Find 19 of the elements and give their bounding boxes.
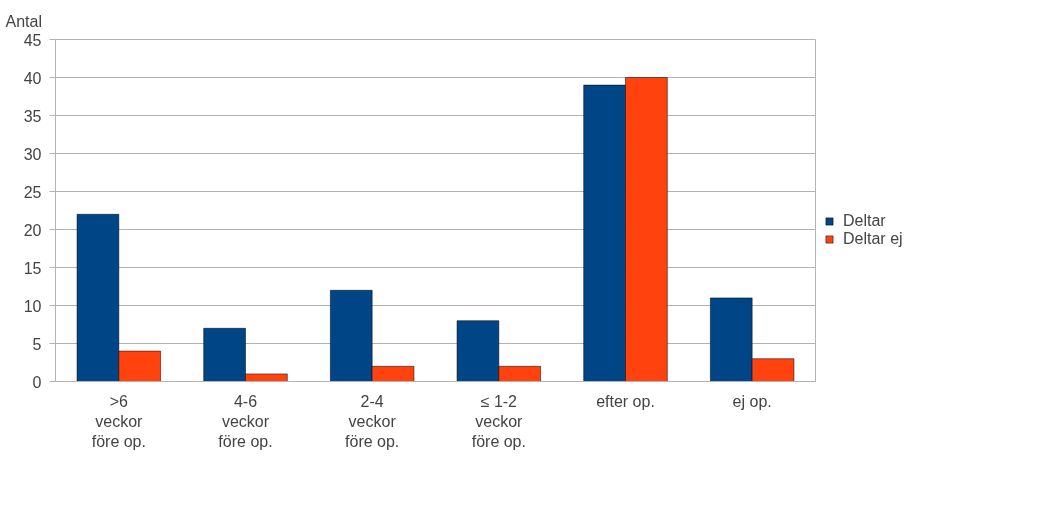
y-tick-label: 25 xyxy=(23,183,42,201)
x-tick-label: >6 veckor före op. xyxy=(91,392,146,451)
y-tick-label: 20 xyxy=(23,221,42,239)
y-tick-label: 45 xyxy=(23,31,42,49)
y-tick-label: 40 xyxy=(23,69,42,87)
y-tick-label: 0 xyxy=(32,373,42,391)
y-tick-label: 5 xyxy=(32,335,42,353)
y-axis-title: Antal xyxy=(5,12,42,30)
y-tick-label: 15 xyxy=(23,259,42,277)
x-tick-label: 2-4 veckor före op. xyxy=(345,392,400,451)
y-tick-label: 35 xyxy=(23,107,42,125)
x-tick-label: ≤ 1-2 veckor före op. xyxy=(471,392,526,451)
x-tick-label: 4-6 veckor före op. xyxy=(218,392,273,451)
y-tick-label: 30 xyxy=(23,145,42,163)
y-tick-label: 10 xyxy=(23,297,42,315)
x-tick-label: ej op. xyxy=(732,392,772,410)
legend-label: Deltar xyxy=(843,211,886,230)
legend-label: Deltar ej xyxy=(843,229,903,248)
x-tick-label: efter op. xyxy=(596,392,655,410)
